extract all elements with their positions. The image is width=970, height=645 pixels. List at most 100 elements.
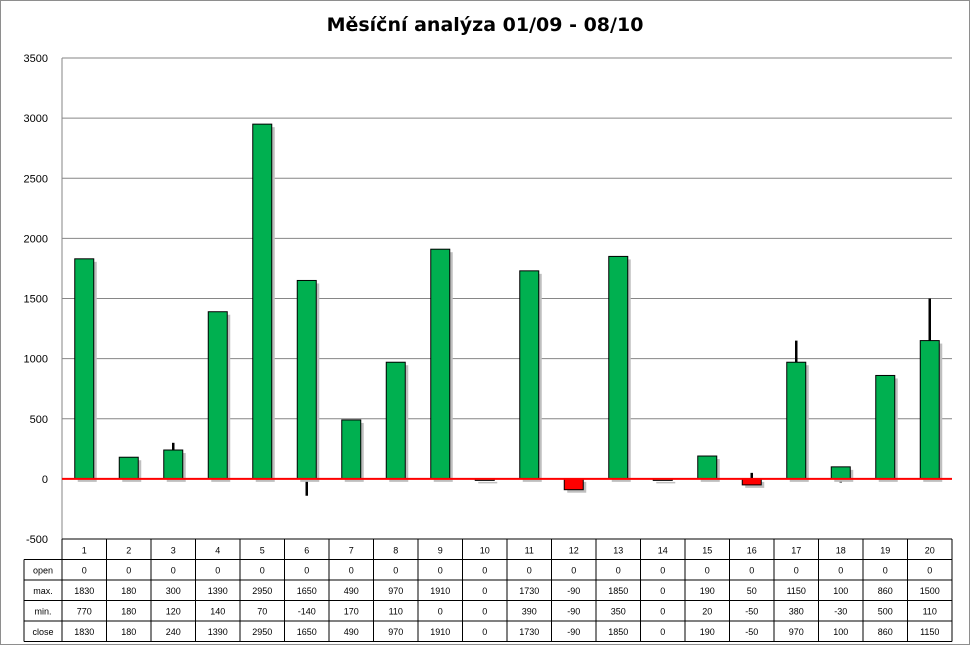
table-cell: 490 — [344, 627, 359, 637]
y-tick-label: 500 — [30, 414, 48, 426]
table-cell: 240 — [166, 627, 181, 637]
table-cell: 0 — [927, 565, 932, 575]
x-category-label: 5 — [260, 545, 265, 555]
x-category-label: 14 — [658, 545, 668, 555]
candle-body — [697, 455, 718, 480]
table-cell: 110 — [923, 606, 937, 616]
table-row-label: max. — [33, 586, 53, 596]
candle-bodies — [74, 123, 943, 493]
candle-body — [252, 123, 273, 480]
table-cell: 490 — [344, 586, 359, 596]
y-axis: -500 0 500 1000 1500 2000 2500 3000 3500 — [24, 53, 48, 546]
table-cell: 0 — [883, 565, 888, 575]
table-cell: 0 — [749, 565, 754, 575]
x-category-label: 17 — [791, 545, 801, 555]
candle-body — [519, 270, 540, 480]
x-category-label: 16 — [747, 545, 757, 555]
table-cell: 1830 — [74, 627, 94, 637]
candle-body — [919, 340, 940, 480]
table-cell: -30 — [834, 606, 847, 616]
x-category-label: 11 — [525, 545, 534, 555]
candle-body — [875, 374, 896, 480]
x-category-label: 13 — [613, 545, 623, 555]
table-cell: 0 — [660, 606, 665, 616]
table-cell: 0 — [660, 586, 665, 596]
candle-body — [786, 361, 807, 480]
y-tick-label: 1500 — [24, 294, 48, 306]
candle-body — [385, 361, 406, 480]
table-cell: -90 — [567, 606, 580, 616]
x-category-label: 20 — [925, 545, 935, 555]
y-tick-label: 2500 — [24, 173, 48, 185]
table-cell: 770 — [77, 606, 92, 616]
table-cell: 1150 — [787, 586, 806, 596]
candle-body — [207, 311, 228, 480]
table-cell: 0 — [260, 565, 265, 575]
table-cell: 0 — [482, 627, 487, 637]
table-cell: 1730 — [519, 627, 539, 637]
table-cell: 0 — [438, 565, 443, 575]
table-cell: 970 — [789, 627, 804, 637]
table-cell: 190 — [700, 586, 715, 596]
table-cell: 380 — [789, 606, 804, 616]
candle-body — [430, 248, 451, 480]
x-category-label: 6 — [304, 545, 309, 555]
table-row-label: min. — [34, 606, 51, 616]
table-cell: 300 — [166, 586, 181, 596]
table-cell: 0 — [349, 565, 354, 575]
y-tick-label: -500 — [26, 534, 48, 546]
grid-lines — [61, 57, 952, 540]
table-cell: 1650 — [297, 627, 317, 637]
table-cell: 170 — [344, 606, 359, 616]
table-cell: 1730 — [519, 586, 539, 596]
table-cell: 2950 — [252, 627, 272, 637]
candle-body — [118, 456, 139, 480]
table-cell: -50 — [745, 606, 758, 616]
table-cell: 70 — [257, 606, 267, 616]
table-cell: 0 — [482, 565, 487, 575]
table-cell: 20 — [702, 606, 712, 616]
table-cell: 390 — [522, 606, 537, 616]
table-cell: 970 — [388, 586, 403, 596]
x-category-label: 8 — [393, 545, 398, 555]
y-tick-label: 2000 — [24, 233, 48, 245]
table-cell: 2950 — [252, 586, 272, 596]
x-category-label: 3 — [171, 545, 176, 555]
table-cell: 0 — [660, 627, 665, 637]
table-cell: 1650 — [297, 586, 317, 596]
table-cell: 180 — [121, 586, 136, 596]
candle-body — [296, 279, 317, 480]
table-cell: 500 — [878, 606, 893, 616]
x-category-label: 10 — [480, 545, 490, 555]
candle-body — [608, 255, 629, 480]
table-cell: 100 — [833, 627, 848, 637]
table-cell: 970 — [388, 627, 403, 637]
y-tick-label: 3000 — [24, 113, 48, 125]
x-category-label: 2 — [126, 545, 131, 555]
table-cell: 0 — [171, 565, 176, 575]
table-cell: 190 — [700, 627, 715, 637]
table-cell: 0 — [126, 565, 131, 575]
candle-body — [563, 478, 584, 491]
x-category-label: 12 — [569, 545, 579, 555]
table-cell: 1850 — [608, 627, 628, 637]
table-cell: 120 — [166, 606, 181, 616]
table-cell: -90 — [567, 627, 580, 637]
table-cell: 1910 — [430, 586, 450, 596]
x-category-label: 19 — [880, 545, 890, 555]
table-cell: 110 — [389, 606, 403, 616]
table-cell: 0 — [660, 565, 665, 575]
table-cell: 1850 — [608, 586, 628, 596]
table-cell: 0 — [705, 565, 710, 575]
y-tick-label: 3500 — [24, 53, 48, 65]
y-tick-label: 1000 — [24, 354, 48, 366]
candle-body — [341, 419, 362, 480]
table-cell: 1390 — [208, 586, 228, 596]
table-cell: 0 — [82, 565, 87, 575]
table-cell: 180 — [121, 606, 136, 616]
table-cell: 0 — [794, 565, 799, 575]
table-cell: 100 — [833, 586, 848, 596]
table-cell: 860 — [878, 627, 893, 637]
